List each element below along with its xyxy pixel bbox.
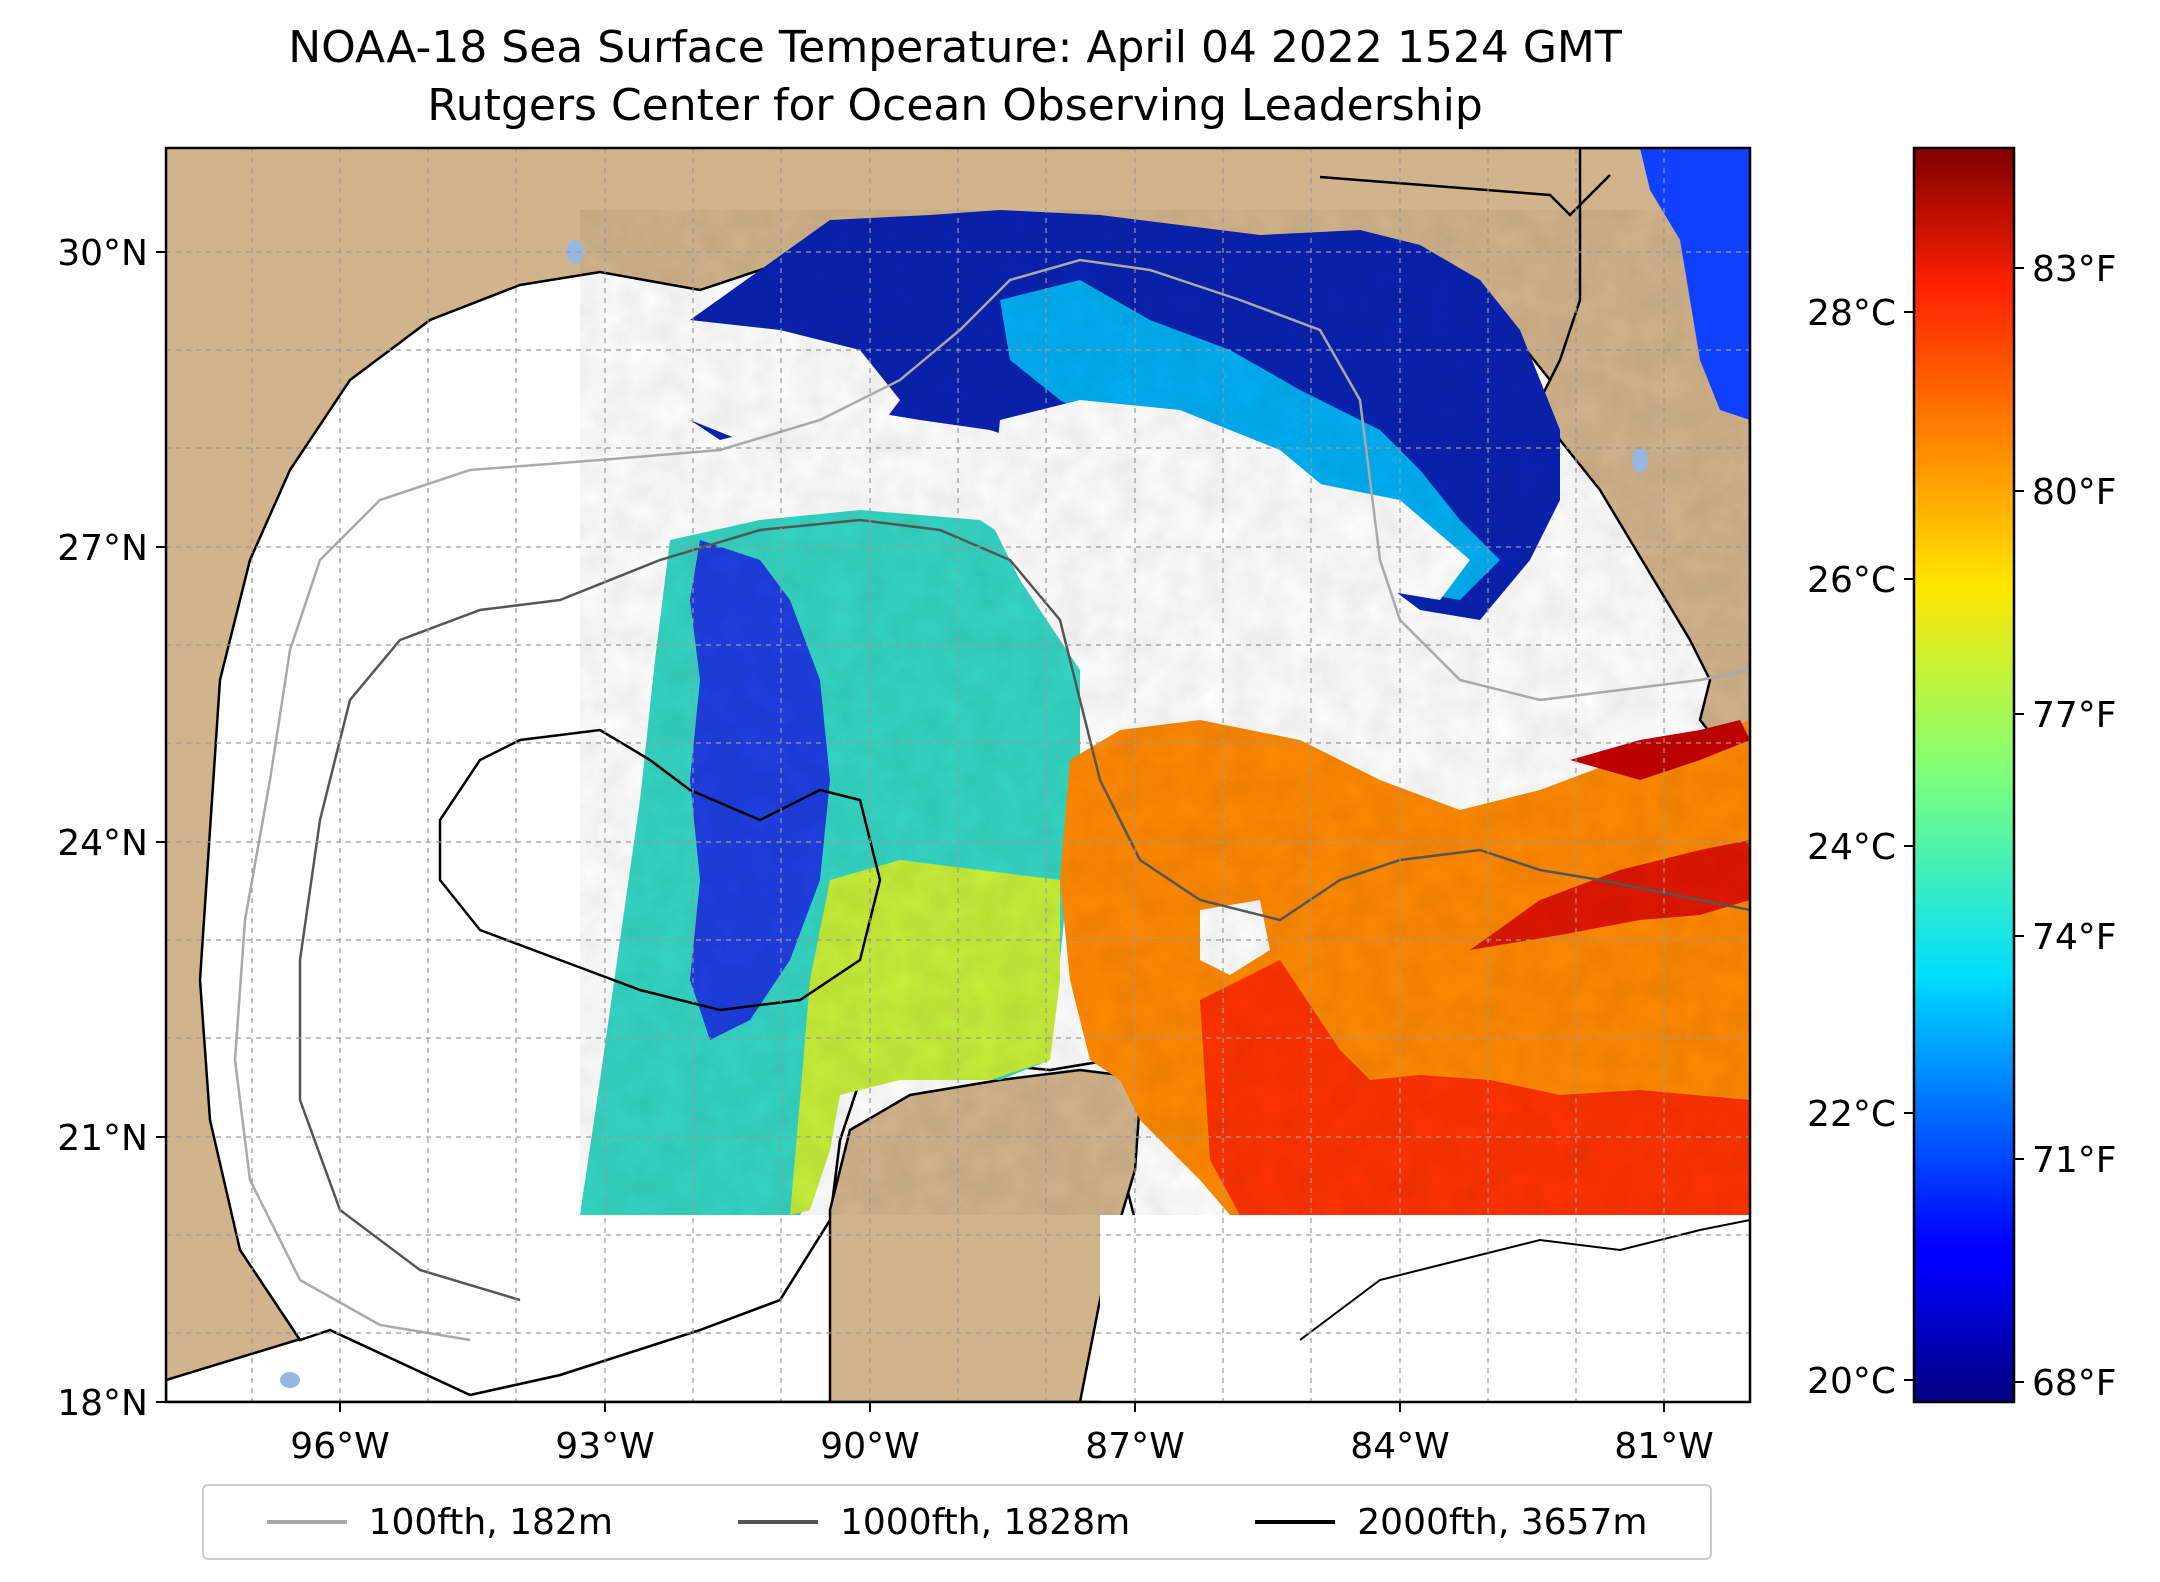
lon-label-96: 96°W	[290, 1426, 389, 1467]
lat-label-24: 24°N	[57, 823, 148, 864]
celsius-label-22: 22°C	[1807, 1094, 1896, 1135]
legend-swatch-2000fth	[1255, 1520, 1336, 1524]
fahrenheit-label-83: 83°F	[2032, 249, 2117, 290]
gridlines	[166, 148, 1750, 1402]
celsius-label-28: 28°C	[1807, 293, 1896, 334]
lon-label-84: 84°W	[1350, 1426, 1449, 1467]
celsius-label-24: 24°C	[1807, 827, 1896, 868]
colorbar-celsius-axis: 28°C 26°C 24°C 22°C 20°C	[1807, 293, 1914, 1402]
lat-label-27: 27°N	[57, 528, 148, 569]
legend-label-2000fth: 2000fth, 3657m	[1357, 1501, 1648, 1543]
map-area	[166, 148, 1750, 1402]
colorbar-fahrenheit-axis: 83°F 80°F 77°F 74°F 71°F 68°F	[2014, 249, 2117, 1404]
fahrenheit-label-77: 77°F	[2032, 695, 2117, 736]
legend-item-1000fth: 1000fth, 1828m	[738, 1502, 1130, 1543]
fahrenheit-label-74: 74°F	[2032, 917, 2117, 958]
legend-label-100fth: 100fth, 182m	[368, 1501, 613, 1543]
lat-label-30: 30°N	[57, 233, 148, 274]
contour-100fth	[233, 258, 1750, 1342]
map-frame	[164, 146, 1752, 1404]
lake-okeechobee	[1632, 448, 1648, 472]
map-subtitle: Rutgers Center for Ocean Observing Leade…	[427, 80, 1483, 131]
no-data-band	[1100, 1215, 1750, 1402]
lake-1	[566, 240, 584, 264]
lon-label-81: 81°W	[1614, 1426, 1713, 1467]
lon-axis: 96°W 93°W 90°W 87°W 84°W 81°W	[290, 1402, 1714, 1467]
colorbar	[1912, 146, 2016, 1404]
legend-item-2000fth: 2000fth, 3657m	[1255, 1502, 1647, 1543]
lat-label-18: 18°N	[57, 1383, 148, 1424]
lon-label-87: 87°W	[1085, 1426, 1184, 1467]
fahrenheit-label-80: 80°F	[2032, 472, 2117, 513]
lat-axis: 30°N 27°N 24°N 21°N 18°N	[57, 233, 166, 1424]
legend-swatch-100fth	[266, 1520, 347, 1524]
atlantic-strip	[1640, 148, 1750, 420]
state-border	[1319, 174, 1611, 217]
legend-swatch-1000fth	[738, 1520, 818, 1524]
fahrenheit-label-71: 71°F	[2032, 1140, 2117, 1181]
contour-2000fth-south	[1299, 1219, 1750, 1341]
lon-label-93: 93°W	[555, 1426, 654, 1467]
celsius-label-26: 26°C	[1807, 560, 1896, 601]
celsius-label-20: 20°C	[1807, 1361, 1896, 1402]
legend-label-1000fth: 1000fth, 1828m	[840, 1501, 1131, 1543]
legend-item-100fth: 100fth, 182m	[266, 1501, 613, 1543]
contour-legend: 100fth, 182m 1000fth, 1828m 2000fth, 365…	[202, 1484, 1712, 1560]
lon-label-90: 90°W	[820, 1426, 919, 1467]
map-title: NOAA-18 Sea Surface Temperature: April 0…	[288, 22, 1622, 73]
fahrenheit-label-68: 68°F	[2032, 1363, 2117, 1404]
lat-label-21: 21°N	[57, 1118, 148, 1159]
lake-2	[280, 1372, 300, 1388]
sst-texture	[580, 210, 1750, 1215]
contour-1000fth	[298, 518, 1750, 1302]
